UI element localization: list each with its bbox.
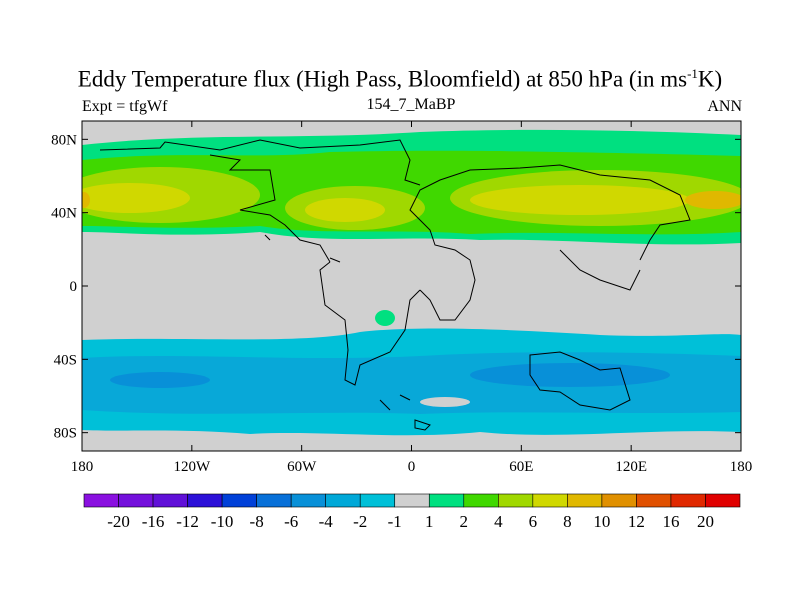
colorbar-box <box>256 493 292 508</box>
colorbar-box <box>152 493 188 508</box>
colorbar-label: -12 <box>176 512 199 531</box>
field-nh-level5 <box>685 191 741 209</box>
colorbar-box <box>187 493 223 508</box>
coastlines <box>99 139 691 431</box>
x-tick-label: 0 <box>408 459 416 475</box>
colorbar-box <box>670 493 706 508</box>
colorbar-label: 6 <box>529 512 538 531</box>
season-label: ANN <box>707 98 742 115</box>
axes: 180 120W 60W 0 60E 120E 180 80N 40N 0 40S 80S <box>51 121 752 475</box>
colorbar-label: -4 <box>319 512 334 531</box>
colorbar-label: 10 <box>593 512 610 531</box>
colorbar-box <box>290 493 326 508</box>
colorbar-box <box>463 493 499 508</box>
plot-title: Eddy Temperature flux (High Pass, Bloomf… <box>77 66 723 92</box>
y-tick-label: 0 <box>70 279 78 295</box>
colorbar-box <box>394 493 430 508</box>
colorbar-label: 1 <box>425 512 434 531</box>
y-tick-label: 40S <box>54 352 77 368</box>
colorbar-label: -8 <box>250 512 264 531</box>
run-label: 154_7_MaBP <box>366 96 456 113</box>
colorbar: -20 -16 -12 -10 -8 -6 -4 -2 -1 1 2 4 6 8 10 12 16 20 <box>83 493 741 531</box>
colorbar-box <box>567 493 603 508</box>
colorbar-label: 2 <box>460 512 469 531</box>
colorbar-label: 20 <box>697 512 714 531</box>
colorbar-box <box>705 493 741 508</box>
colorbar-label: 16 <box>662 512 679 531</box>
field-nh-level4 <box>470 185 690 215</box>
colorbar-label: 4 <box>494 512 503 531</box>
field-sh-level3 <box>110 372 210 388</box>
colorbar-box <box>532 493 568 508</box>
field-sh-gap <box>420 397 470 407</box>
colorbar-label: 8 <box>563 512 572 531</box>
field-sh-level3 <box>470 363 670 387</box>
colorbar-box <box>601 493 637 508</box>
colorbar-label: -16 <box>142 512 165 531</box>
x-tick-label: 60W <box>287 459 317 475</box>
colorbar-label: -2 <box>353 512 367 531</box>
colorbar-box <box>636 493 672 508</box>
field-nh-level4 <box>305 198 385 222</box>
field-nh-level4 <box>82 183 190 213</box>
map-field <box>82 121 741 451</box>
x-tick-label: 120W <box>173 459 211 475</box>
x-tick-label: 180 <box>71 459 94 475</box>
colorbar-label: -20 <box>107 512 130 531</box>
experiment-label: Expt = tfgWf <box>82 98 168 115</box>
colorbar-box <box>221 493 257 508</box>
field-blob <box>375 310 395 326</box>
colorbar-label: -1 <box>388 512 402 531</box>
y-tick-label: 80N <box>51 132 77 148</box>
colorbar-box <box>359 493 396 508</box>
colorbar-box <box>428 493 465 508</box>
field-nh-level5 <box>82 192 90 208</box>
x-tick-label: 120E <box>615 459 647 475</box>
y-tick-label: 40N <box>51 206 77 222</box>
x-tick-label: 180 <box>730 459 753 475</box>
colorbar-box <box>325 493 361 508</box>
colorbar-box <box>118 493 154 508</box>
x-tick-label: 60E <box>509 459 533 475</box>
colorbar-box <box>498 493 534 508</box>
y-tick-label: 80S <box>54 426 77 442</box>
colorbar-label: 12 <box>628 512 645 531</box>
colorbar-box <box>83 493 119 508</box>
colorbar-label: -6 <box>284 512 298 531</box>
colorbar-label: -10 <box>211 512 234 531</box>
